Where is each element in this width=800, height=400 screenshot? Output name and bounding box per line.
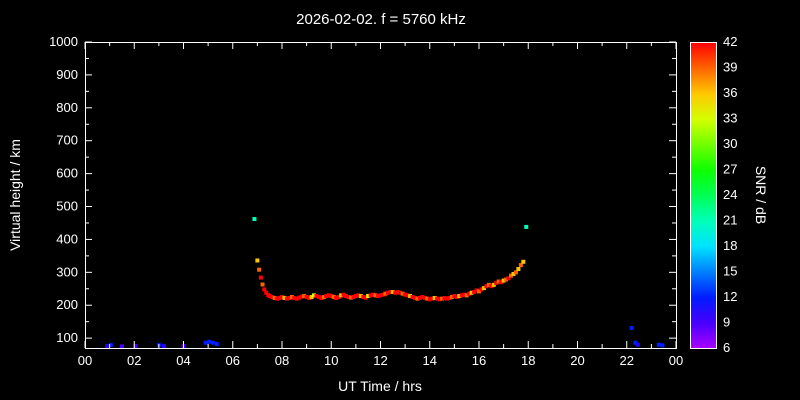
svg-text:300: 300 <box>56 264 78 279</box>
svg-text:06: 06 <box>226 353 240 368</box>
svg-text:16: 16 <box>472 353 486 368</box>
svg-text:12: 12 <box>723 289 737 304</box>
svg-text:24: 24 <box>723 187 737 202</box>
svg-text:42: 42 <box>723 34 737 49</box>
svg-text:04: 04 <box>176 353 190 368</box>
svg-text:36: 36 <box>723 85 737 100</box>
svg-text:400: 400 <box>56 231 78 246</box>
svg-text:39: 39 <box>723 60 737 75</box>
svg-text:12: 12 <box>373 353 387 368</box>
svg-text:20: 20 <box>570 353 584 368</box>
svg-text:15: 15 <box>723 264 737 279</box>
svg-text:18: 18 <box>723 238 737 253</box>
svg-text:30: 30 <box>723 136 737 151</box>
svg-text:18: 18 <box>521 353 535 368</box>
svg-text:9: 9 <box>723 315 730 330</box>
svg-text:100: 100 <box>56 330 78 345</box>
chart-title: 2026-02-02. f = 5760 kHz <box>296 11 466 28</box>
svg-text:200: 200 <box>56 297 78 312</box>
svg-text:21: 21 <box>723 213 737 228</box>
svg-text:14: 14 <box>423 353 437 368</box>
svg-text:900: 900 <box>56 67 78 82</box>
svg-text:22: 22 <box>620 353 634 368</box>
svg-text:00: 00 <box>669 353 683 368</box>
svg-text:6: 6 <box>723 340 730 355</box>
svg-text:00: 00 <box>78 353 92 368</box>
svg-text:27: 27 <box>723 162 737 177</box>
svg-text:700: 700 <box>56 133 78 148</box>
svg-text:1000: 1000 <box>49 34 78 49</box>
svg-text:500: 500 <box>56 199 78 214</box>
svg-text:600: 600 <box>56 166 78 181</box>
svg-text:10: 10 <box>324 353 338 368</box>
svg-text:33: 33 <box>723 111 737 126</box>
svg-text:08: 08 <box>275 353 289 368</box>
svg-text:800: 800 <box>56 100 78 115</box>
svg-text:02: 02 <box>127 353 141 368</box>
x-axis-label: UT Time / hrs <box>338 378 422 394</box>
